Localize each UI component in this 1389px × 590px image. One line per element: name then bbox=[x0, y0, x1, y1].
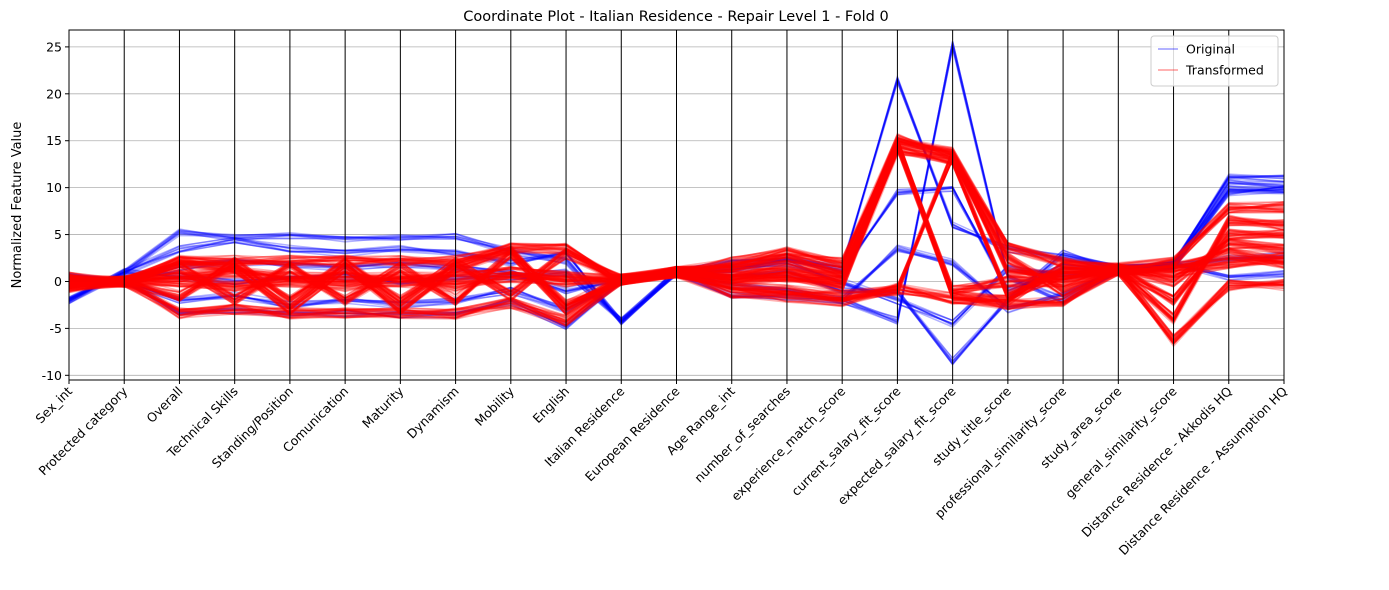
y-tick-label: 5 bbox=[54, 227, 62, 242]
y-tick-label: 20 bbox=[46, 86, 62, 101]
y-tick-label: 10 bbox=[46, 180, 62, 195]
x-tick-label: English bbox=[530, 384, 573, 427]
legend-box bbox=[1150, 35, 1279, 87]
x-tick-label: general_similarity_score bbox=[1062, 383, 1180, 501]
x-tick-label: experience_match_score bbox=[728, 383, 848, 503]
y-axis-label: Normalized Feature Value bbox=[10, 122, 25, 289]
y-tick-label: -10 bbox=[42, 368, 62, 383]
x-tick-label: Overall bbox=[143, 384, 185, 426]
x-tick-label: Dynamism bbox=[404, 384, 462, 442]
y-tick-label: 25 bbox=[46, 39, 62, 54]
x-tick-label: number_of_searches bbox=[691, 384, 793, 486]
legend-label-transformed: Transformed bbox=[1185, 63, 1264, 78]
y-tick-label: 0 bbox=[54, 274, 62, 289]
legend: Original Transformed bbox=[1150, 35, 1279, 87]
chart-title: Coordinate Plot - Italian Residence - Re… bbox=[463, 9, 888, 25]
legend-label-original: Original bbox=[1186, 42, 1235, 57]
x-tick-label: Maturity bbox=[359, 383, 407, 431]
x-tick-label: Mobility bbox=[472, 383, 518, 429]
x-tick-label: European Residence bbox=[582, 383, 683, 484]
y-tick-label: 15 bbox=[46, 133, 62, 148]
x-tick-label: Sex_int bbox=[32, 383, 75, 426]
y-tick-label: -5 bbox=[50, 321, 62, 336]
x-tick-label: current_salary_fit_score bbox=[788, 383, 904, 499]
